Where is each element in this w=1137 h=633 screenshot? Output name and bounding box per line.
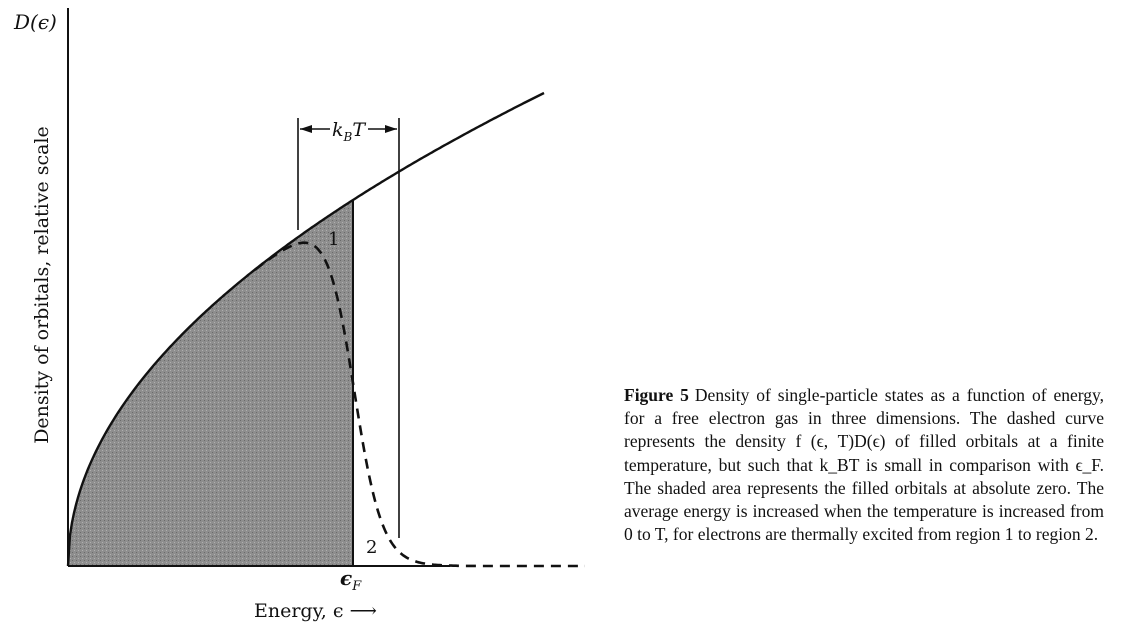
kbt-label: kBT — [332, 119, 366, 144]
density-of-states-curve — [66, 91, 545, 567]
y-axis-symbol: D(ϵ) — [13, 10, 57, 34]
figure-caption: Figure 5 Density of single-particle state… — [624, 384, 1104, 546]
finite-temperature-dashed-curve — [254, 241, 585, 568]
figure-caption-text: Density of single-particle states as a f… — [624, 385, 1104, 545]
fermi-energy-label: ϵF — [340, 566, 362, 594]
kbt-right-arrowhead — [385, 125, 397, 133]
x-axis-label: Energy, ϵ ⟶ — [254, 600, 377, 622]
y-axis-label: Density of orbitals, relative scale — [31, 126, 53, 444]
kbt-left-arrowhead — [300, 125, 312, 133]
figure-caption-label: Figure 5 — [624, 385, 689, 405]
region-1-label: 1 — [328, 229, 339, 250]
region-2-label: 2 — [366, 537, 377, 558]
filled-orbitals-shaded-area — [68, 200, 353, 566]
